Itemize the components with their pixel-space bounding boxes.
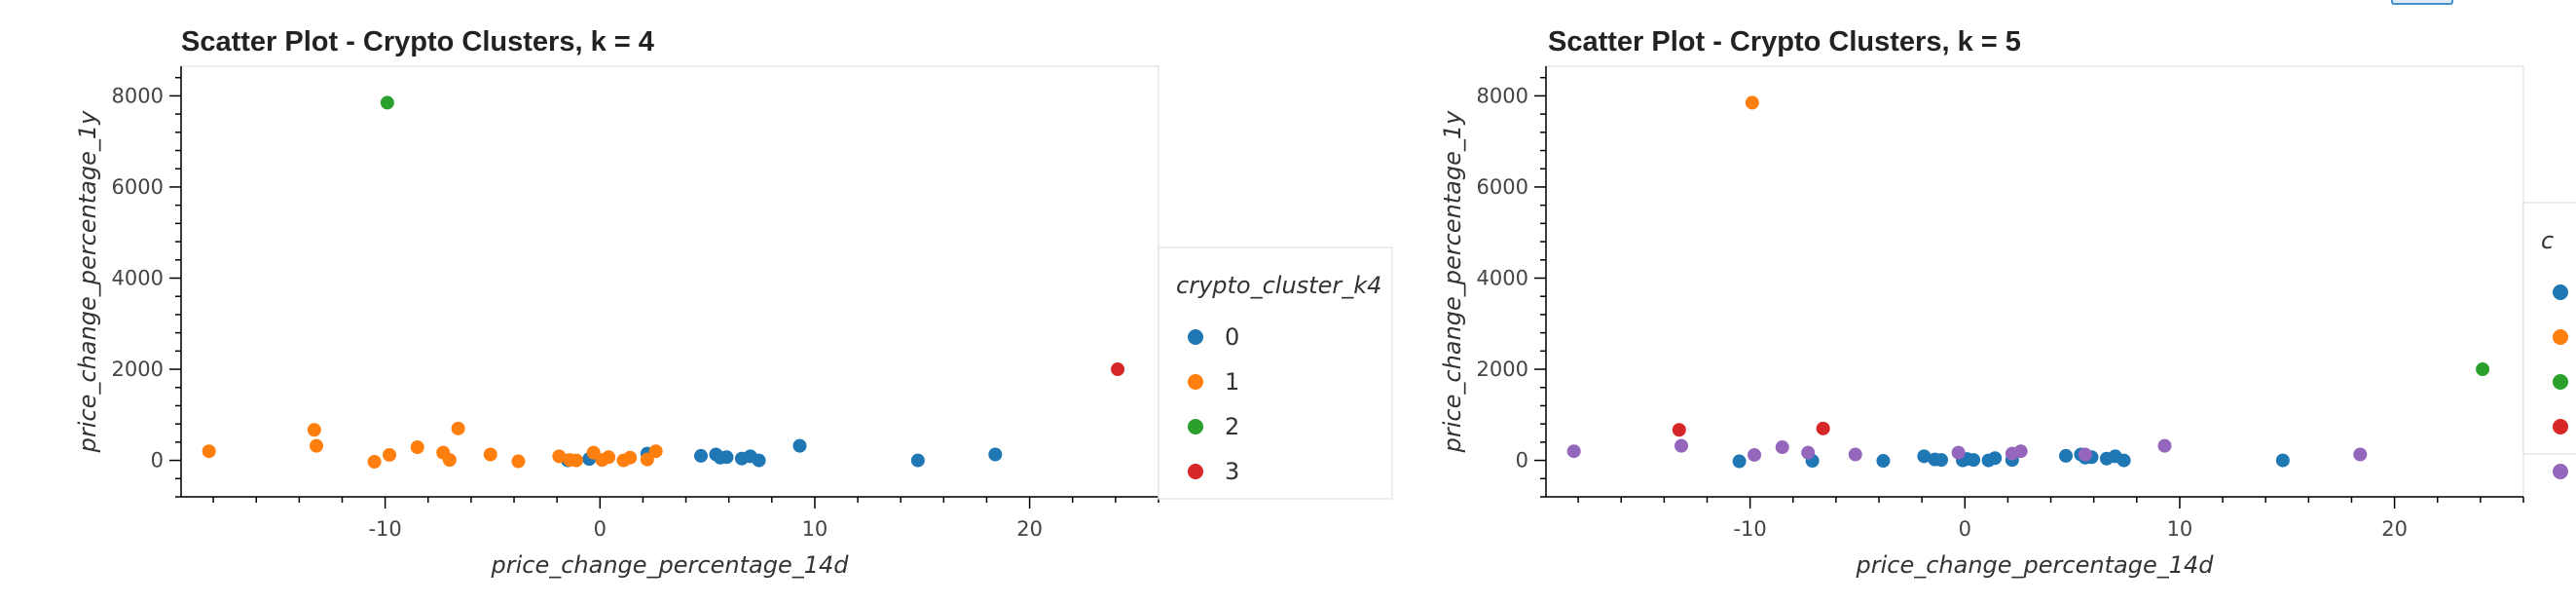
y-tick-label: 8000 (1477, 84, 1528, 107)
point-series-0 (1988, 451, 2003, 466)
legend-label: 3 (1225, 458, 1239, 485)
y-tick-label: 0 (151, 449, 164, 472)
point-series-1 (623, 450, 638, 465)
x-axis-label: price_change_percentage_14d (1856, 551, 2215, 579)
point-series-0 (1876, 454, 1891, 469)
point-series-1 (640, 452, 654, 467)
x-tick-label: -10 (368, 517, 401, 541)
data-points (1566, 95, 2490, 469)
point-series-1 (1745, 95, 1759, 110)
legend-title: c (2541, 227, 2554, 254)
legend: crypto_cluster_k4 0 1 2 3 (1158, 246, 1393, 500)
point-series-0 (910, 453, 925, 468)
point-series-0 (2058, 448, 2073, 463)
point-series-4 (1801, 445, 1816, 460)
point-series-1 (442, 453, 457, 468)
legend-marker-3 (1188, 464, 1203, 479)
x-axis-label: price_change_percentage_14d (491, 551, 850, 579)
x-tick-label: -10 (1733, 517, 1766, 541)
plot-frame (1545, 65, 2524, 498)
legend-marker-3 (2553, 419, 2568, 434)
legend-marker-2 (1188, 419, 1203, 434)
plot-frame (180, 65, 1159, 498)
y-tick-label: 8000 (112, 84, 164, 107)
point-series-1 (451, 421, 465, 435)
x-tick-label: 10 (802, 517, 828, 541)
point-series-4 (1674, 438, 1689, 453)
point-series-1 (483, 447, 497, 462)
legend-label: 0 (1225, 323, 1239, 351)
point-series-4 (1951, 445, 1966, 460)
chart-title: Scatter Plot - Crypto Clusters, k = 4 (181, 26, 654, 57)
point-series-2 (380, 95, 394, 110)
x-tick-label: 0 (594, 517, 607, 541)
y-tick-label: 6000 (112, 175, 164, 199)
y-tick-label: 0 (1516, 449, 1528, 472)
y-tick-label: 6000 (1477, 175, 1528, 199)
point-series-1 (602, 450, 616, 465)
point-series-1 (570, 453, 584, 468)
legend: c (2522, 202, 2576, 479)
point-series-1 (511, 454, 526, 469)
point-series-0 (792, 438, 807, 453)
legend-label: 1 (1225, 368, 1239, 396)
scatter-plot-2: Scatter Plot - Crypto Clusters, k = 5 -10… (1439, 26, 2576, 579)
legend-marker-2 (2553, 374, 2568, 390)
point-series-4 (2157, 438, 2172, 453)
chart-title: Scatter Plot - Crypto Clusters, k = 5 (1548, 26, 2021, 57)
point-series-4 (1848, 447, 1862, 462)
toolbar-toggle[interactable] (2391, 0, 2453, 5)
legend-frame (2522, 202, 2576, 455)
point-series-0 (1732, 454, 1747, 469)
point-series-0 (1934, 453, 1949, 468)
legend-marker-1 (2553, 329, 2568, 345)
y-tick-label: 2000 (1477, 358, 1528, 381)
point-series-1 (202, 444, 216, 459)
x-tick-label: 0 (1959, 517, 1971, 541)
y-axis-label: price_change_percentage_1y (74, 110, 101, 453)
legend-frame (1158, 246, 1393, 500)
point-series-0 (988, 447, 1003, 462)
legend-marker-0 (1188, 329, 1203, 345)
point-series-1 (367, 454, 382, 469)
point-series-1 (648, 444, 663, 459)
point-series-4 (2353, 447, 2368, 462)
point-series-0 (1967, 453, 1981, 468)
x-tick-label: 20 (1016, 517, 1043, 541)
point-series-1 (310, 438, 324, 453)
point-series-0 (693, 448, 708, 463)
point-series-1 (307, 423, 321, 437)
legend-marker-4 (2553, 464, 2568, 479)
y-axis-label: price_change_percentage_1y (1439, 110, 1466, 453)
y-tick-label: 2000 (112, 358, 164, 381)
legend-marker-1 (1188, 374, 1203, 390)
point-series-3 (1816, 421, 1830, 435)
point-series-0 (2116, 453, 2131, 468)
point-series-0 (752, 453, 766, 468)
legend-title: crypto_cluster_k4 (1176, 272, 1381, 299)
point-series-2 (2476, 362, 2490, 377)
point-series-4 (2078, 447, 2092, 462)
x-tick-label: 10 (2167, 517, 2193, 541)
point-series-0 (719, 450, 734, 465)
point-series-4 (1748, 447, 1762, 462)
point-series-1 (410, 440, 424, 455)
point-series-1 (586, 445, 601, 460)
scatter-plot-1: Scatter Plot - Crypto Clusters, k = 4 -10… (74, 26, 1393, 579)
point-series-4 (1566, 444, 1581, 459)
data-points (202, 95, 1125, 469)
point-series-1 (383, 447, 397, 462)
legend-marker-0 (2553, 284, 2568, 300)
legend-label: 2 (1225, 413, 1239, 440)
y-tick-label: 4000 (112, 266, 164, 289)
x-tick-label: 20 (2381, 517, 2408, 541)
point-series-0 (2275, 453, 2290, 468)
y-tick-label: 4000 (1477, 266, 1528, 289)
point-series-4 (1775, 440, 1789, 455)
point-series-3 (1111, 362, 1125, 377)
point-series-4 (2013, 444, 2028, 459)
point-series-3 (1672, 423, 1686, 437)
